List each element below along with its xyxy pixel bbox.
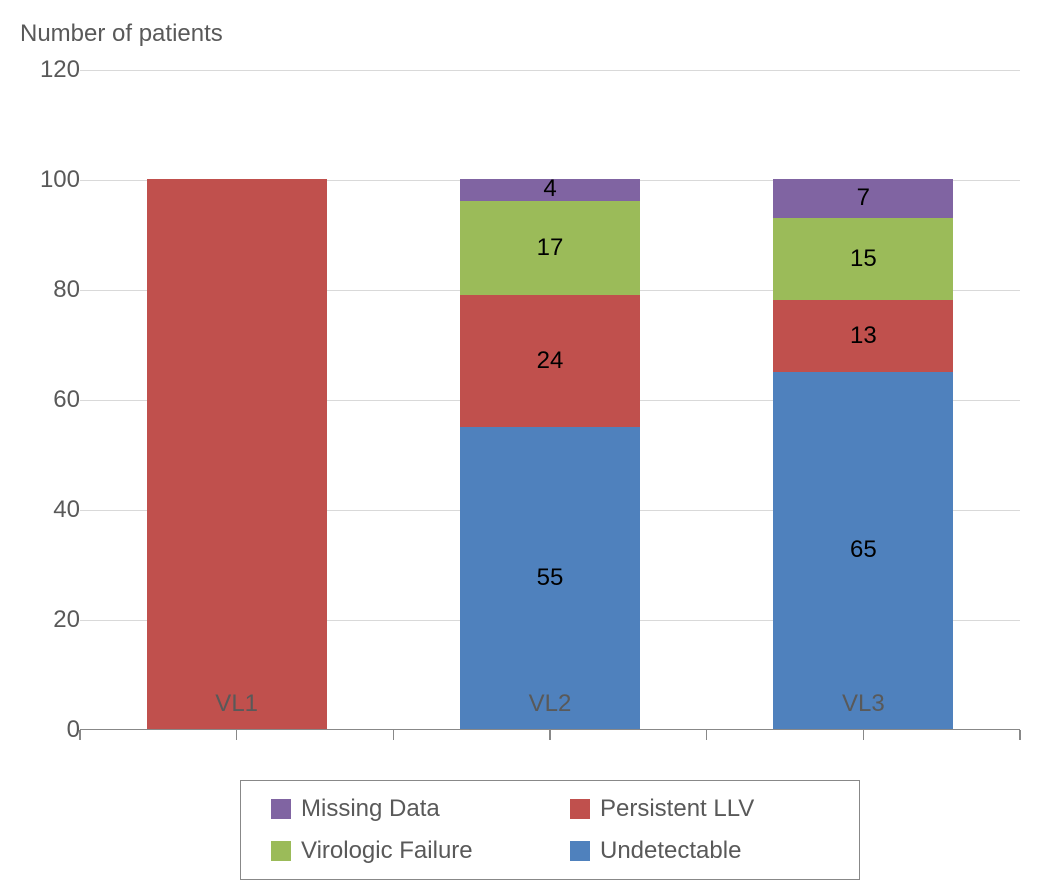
x-tick-mark: [549, 730, 551, 740]
segment-undetectable: 55: [460, 427, 640, 730]
legend-item-missing_data: Missing Data: [271, 795, 530, 823]
y-tick-label: 80: [53, 276, 80, 304]
y-tick-label: 0: [67, 716, 80, 744]
segment-virologic_failure: 17: [460, 201, 640, 295]
chart-container: Number of patients 55 24 17 4 65 13 15 7 Missin…: [20, 20, 1030, 866]
legend-label: Undetectable: [600, 837, 741, 865]
segment-virologic_failure: 15: [773, 218, 953, 301]
legend-label: Persistent LLV: [600, 795, 754, 823]
segment-label: 13: [850, 322, 877, 350]
gridline: [80, 70, 1020, 71]
segment-label: 7: [857, 184, 870, 212]
y-tick-label: 60: [53, 386, 80, 414]
segment-label: 15: [850, 245, 877, 273]
bar-VL2: 55 24 17 4: [460, 179, 640, 729]
x-tick-label: VL1: [215, 690, 258, 718]
segment-label: 17: [537, 234, 564, 262]
x-tick-mark: [706, 730, 708, 740]
segment-label: 4: [543, 175, 556, 203]
legend-swatch: [271, 799, 291, 819]
x-tick-label: VL3: [842, 690, 885, 718]
y-tick-label: 40: [53, 496, 80, 524]
y-tick-label: 100: [40, 166, 80, 194]
legend-item-virologic_failure: Virologic Failure: [271, 837, 530, 865]
x-tick-mark: [863, 730, 865, 740]
segment-label: 24: [537, 347, 564, 375]
legend: Missing Data Persistent LLV Virologic Fail…: [240, 780, 860, 880]
segment-label: 65: [850, 536, 877, 564]
legend-item-persistent_llv: Persistent LLV: [570, 795, 829, 823]
y-tick-label: 20: [53, 606, 80, 634]
legend-swatch: [570, 841, 590, 861]
x-tick-mark: [236, 730, 238, 740]
legend-swatch: [271, 841, 291, 861]
bar-VL1: [147, 179, 327, 729]
legend-label: Missing Data: [301, 795, 440, 823]
segment-undetectable: 65: [773, 372, 953, 730]
segment-persistent_llv: [147, 179, 327, 729]
plot-area: 55 24 17 4 65 13 15 7: [80, 70, 1020, 730]
segment-missing_data: 7: [773, 179, 953, 218]
y-tick-label: 120: [40, 56, 80, 84]
segment-persistent_llv: 24: [460, 295, 640, 427]
segment-persistent_llv: 13: [773, 300, 953, 372]
segment-label: 55: [537, 564, 564, 592]
x-tick-label: VL2: [529, 690, 572, 718]
x-tick-mark: [393, 730, 395, 740]
legend-swatch: [570, 799, 590, 819]
bar-VL3: 65 13 15 7: [773, 179, 953, 729]
y-axis-title: Number of patients: [20, 20, 223, 48]
x-tick-mark: [1019, 730, 1021, 740]
legend-item-undetectable: Undetectable: [570, 837, 829, 865]
segment-missing_data: 4: [460, 179, 640, 201]
legend-label: Virologic Failure: [301, 837, 473, 865]
